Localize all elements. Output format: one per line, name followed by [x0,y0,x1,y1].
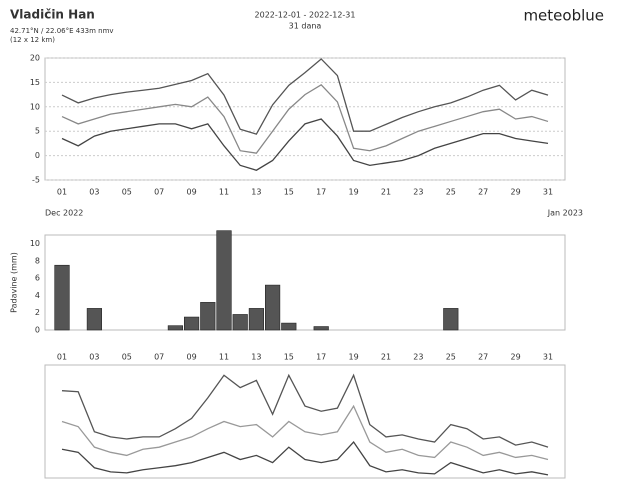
bar [313,326,329,331]
x-tick-label: 03 [89,188,99,197]
bar [265,284,281,331]
x-tick-label: 05 [122,353,132,362]
x-tick-label: 15 [284,353,294,362]
bar [54,264,70,331]
y-tick-label: 6 [35,274,40,283]
y-tick-label: 0 [35,151,40,160]
x-tick-label: 13 [251,353,261,362]
y-tick-label: 5 [35,127,40,136]
x-tick-label: 03 [89,353,99,362]
resolution: (12 x 12 km) [10,36,55,44]
x-tick-label: 19 [349,353,359,362]
x-tick-label: 01 [57,353,67,362]
x-end-label: Jan 2023 [547,209,583,218]
x-tick-label: 25 [446,188,456,197]
x-tick-label: 23 [413,353,423,362]
y-tick-label: 8 [35,256,40,265]
x-tick-label: 01 [57,188,67,197]
x-tick-label: 21 [381,188,391,197]
location-title: Vladičin Han [10,8,95,22]
line-series [61,404,549,461]
x-start-label: Dec 2022 [45,209,83,218]
x-tick-label: 29 [511,188,521,197]
x-tick-label: 29 [511,353,521,362]
brand: meteoblue [523,7,604,25]
x-tick-label: 31 [543,353,553,362]
period: 2022-12-01 - 2022-12-31 [255,11,356,20]
bar [232,314,248,331]
coordinates: 42.71°N / 22.06°E 433m nmv [10,27,114,35]
y-tick-label: 15 [30,78,40,87]
x-tick-label: 27 [478,188,488,197]
plot-frame [44,57,566,181]
x-tick-label: 31 [543,188,553,197]
y-tick-label: 0 [35,326,40,335]
x-tick-label: 17 [316,353,326,362]
y-tick-label: 10 [30,239,40,248]
bar [216,230,232,331]
x-tick-label: 23 [413,188,423,197]
x-tick-label: 05 [122,188,132,197]
x-tick-label: 07 [154,188,164,197]
line-series [61,84,549,154]
x-tick-label: 27 [478,353,488,362]
y-tick-label: 20 [30,54,40,63]
x-tick-label: 11 [219,188,229,197]
bar [443,308,459,331]
x-tick-label: 13 [251,188,261,197]
x-tick-label: 17 [316,188,326,197]
y-tick-label: 10 [30,102,40,111]
plot-frame [44,364,566,479]
bar [248,308,264,331]
days: 31 dana [289,22,322,31]
x-tick-label: 09 [187,353,197,362]
y-tick-label: -5 [32,176,40,185]
plot-frame [44,234,566,331]
line-series [61,58,549,135]
x-tick-label: 19 [349,188,359,197]
x-tick-label: 09 [187,188,197,197]
bar [281,322,297,331]
bar [200,302,216,331]
x-tick-label: 11 [219,353,229,362]
line-series [61,441,549,476]
y-axis-label: Padavine (mm) [10,252,19,313]
y-tick-label: 2 [35,308,40,317]
x-tick-label: 25 [446,353,456,362]
bar [86,308,102,331]
x-tick-label: 15 [284,188,294,197]
x-tick-label: 21 [381,353,391,362]
x-tick-label: 07 [154,353,164,362]
line-series [61,118,549,171]
y-tick-label: 4 [35,291,40,300]
line-series [61,373,549,448]
bar [184,316,200,331]
bar [167,325,183,331]
